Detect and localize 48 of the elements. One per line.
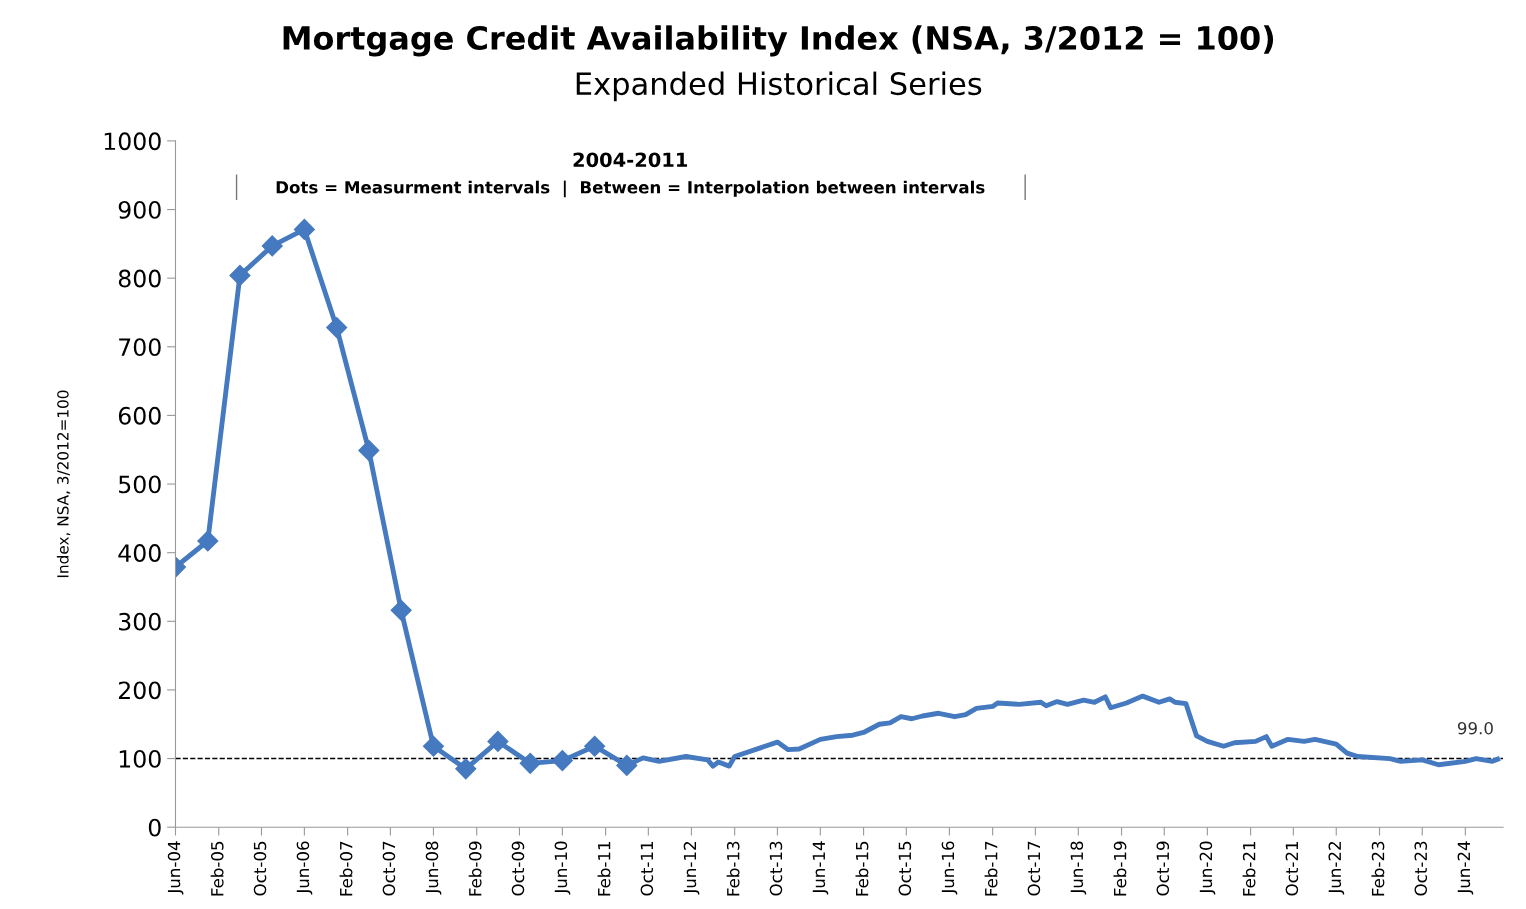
y-tick-label: 100 xyxy=(119,750,161,768)
x-tick-label: Oct-05 xyxy=(253,841,267,896)
x-tick-label: Jun-10 xyxy=(554,841,571,895)
x-tick-label: Feb-07 xyxy=(339,841,353,896)
x-tick-label: Oct-15 xyxy=(898,841,912,896)
y-tick-label: 400 xyxy=(118,544,161,562)
x-tick-label: Feb-19 xyxy=(1113,841,1127,896)
x-tick-label: Feb-15 xyxy=(855,841,869,896)
annotation: 99.0 xyxy=(1457,721,1493,735)
y-tick-label: 1000 xyxy=(104,132,161,151)
x-tick-label: Feb-11 xyxy=(597,841,611,896)
y-tick-label: 600 xyxy=(118,406,161,425)
x-tick-label: Oct-17 xyxy=(1027,841,1041,896)
y-tick-label: 900 xyxy=(118,200,161,219)
x-tick-label: Jun-22 xyxy=(1328,842,1345,895)
chart-title: Mortgage Credit Availability Index (NSA, 3/2012 = 100) xyxy=(283,25,1274,57)
x-tick-label: Oct-21 xyxy=(1285,841,1299,896)
x-tick-label: Oct-07 xyxy=(382,841,396,896)
x-tick-label: Jun-24 xyxy=(1457,841,1474,895)
y-tick-label: 300 xyxy=(119,612,161,631)
x-tick-label: Feb-09 xyxy=(468,841,482,896)
y-tick-label: 500 xyxy=(119,475,161,494)
x-tick-label: Oct-11 xyxy=(640,841,654,896)
y-tick-label: 800 xyxy=(118,269,161,288)
x-tick-label: Oct-19 xyxy=(1156,841,1170,896)
y-tick-label: 700 xyxy=(119,338,161,357)
y-tick-label: 0 xyxy=(148,818,161,837)
x-tick-label: Jun-08 xyxy=(425,841,442,895)
x-tick-label: Feb-21 xyxy=(1242,841,1256,896)
x-tick-label: Feb-17 xyxy=(984,841,998,896)
x-tick-label: Oct-09 xyxy=(511,841,525,896)
x-tick-label: Jun-16 xyxy=(941,841,958,895)
x-tick-label: Jun-14 xyxy=(812,841,829,895)
chart-subtitle: Expanded Historical Series xyxy=(576,71,982,102)
x-tick-label: Feb-13 xyxy=(726,841,740,896)
y-tick-label: 200 xyxy=(118,681,161,700)
y-axis-title: Index, NSA, 3/2012=100 xyxy=(56,390,71,578)
x-tick-label: Feb-05 xyxy=(210,841,224,896)
annotation: Dots = Measurment intervals | Between = Interpolation between intervals xyxy=(276,180,985,198)
x-tick-label: Jun-18 xyxy=(1070,841,1087,895)
x-tick-label: Jun-20 xyxy=(1199,841,1216,895)
x-tick-label: Feb-23 xyxy=(1371,841,1385,896)
annotation: 2004-2011 xyxy=(573,152,688,168)
x-tick-label: Jun-04 xyxy=(167,841,184,895)
x-tick-label: Jun-06 xyxy=(296,841,313,895)
x-tick-label: Oct-23 xyxy=(1414,841,1428,896)
x-tick-label: Oct-13 xyxy=(769,841,783,896)
x-tick-label: Jun-12 xyxy=(683,842,700,895)
